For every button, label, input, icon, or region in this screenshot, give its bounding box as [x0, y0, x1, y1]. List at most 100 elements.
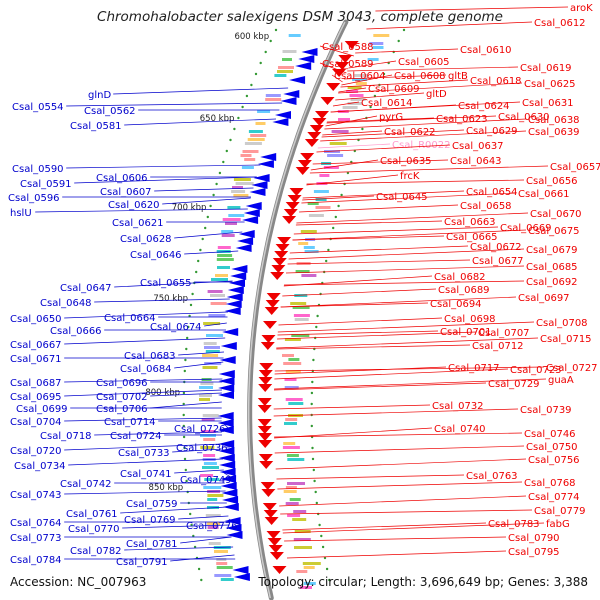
- feature-block: [214, 550, 228, 553]
- reverse-gene-arrow: [218, 377, 235, 385]
- feature-block: [265, 94, 281, 97]
- left-gene-label: Csal_0734: [14, 461, 66, 472]
- reverse-gene-arrow: [218, 447, 235, 455]
- reverse-gene-arrow: [221, 489, 238, 497]
- forward-gene-arrow: [309, 125, 324, 133]
- feature-block: [221, 230, 234, 233]
- right-label-leader: [275, 458, 527, 470]
- forward-gene-arrow: [263, 321, 277, 329]
- right-label-leader: [324, 118, 527, 130]
- feature-block: [284, 422, 297, 425]
- left-gene-label: Csal_0664: [104, 313, 156, 324]
- left-gene-label: Csal_0718: [40, 431, 92, 442]
- left-label-leader: [154, 187, 254, 192]
- right-gene-label: Csal_0694: [430, 299, 482, 310]
- feature-block: [278, 66, 294, 69]
- backbone-highlight: [247, 21, 346, 599]
- right-gene-label: Csal_0669: [500, 223, 552, 234]
- tick-dot: [218, 171, 222, 175]
- right-label-leader: [286, 550, 507, 559]
- right-gene-label: Csal_0654: [466, 187, 518, 198]
- right-label-leader: [295, 220, 443, 226]
- right-gene-label: Csal_0638: [528, 115, 580, 126]
- right-gene-label: gltD: [426, 89, 447, 100]
- right-gene-label: Csal_0608: [394, 71, 446, 82]
- feature-block: [304, 250, 319, 253]
- kbp-label: 800 kbp: [145, 388, 180, 398]
- left-gene-label: Csal_0696: [96, 378, 148, 389]
- feature-block: [349, 94, 364, 97]
- reverse-gene-arrow: [283, 90, 300, 98]
- feature-block: [284, 378, 297, 381]
- tick-dot: [245, 94, 249, 98]
- left-gene-label: Csal_0683: [124, 351, 176, 362]
- tick-dot: [323, 556, 327, 560]
- feature-block: [293, 510, 307, 513]
- feature-block: [205, 350, 220, 353]
- forward-gene-arrow: [267, 538, 282, 546]
- right-gene-label: Csal_0675: [528, 226, 580, 237]
- left-label-leader: [228, 518, 241, 526]
- left-label-leader: [64, 311, 229, 319]
- reverse-gene-arrow: [280, 97, 297, 105]
- tick-dot: [187, 325, 190, 329]
- forward-gene-arrow: [270, 272, 285, 280]
- left-gene-label: Csal_0666: [50, 326, 102, 337]
- right-label-leader: [287, 259, 471, 265]
- right-label-leader: [332, 101, 360, 107]
- reverse-gene-arrow: [295, 62, 312, 70]
- reverse-gene-arrow: [218, 454, 235, 462]
- feature-block: [200, 446, 215, 449]
- forward-gene-arrow: [269, 552, 284, 560]
- right-gene-label: Csal_0612: [534, 18, 586, 29]
- right-gene-label: Csal_0707: [478, 328, 530, 339]
- genome-backbone: [247, 19, 349, 600]
- reverse-gene-arrow: [231, 265, 248, 273]
- right-label-leader: [277, 330, 439, 336]
- left-gene-label: Csal_0667: [10, 340, 62, 351]
- reverse-gene-arrow: [225, 300, 242, 308]
- feature-block: [294, 546, 312, 549]
- right-label-leader: [273, 382, 487, 391]
- right-label-leader: [277, 481, 523, 490]
- right-label-leader: [335, 92, 425, 101]
- tick-marks: 600 kbp 650 kbp 700 kbp 750 kbp 800 kbp 850 k…: [145, 28, 406, 582]
- left-label-leader: [178, 515, 229, 520]
- left-gene-label: Csal_0724: [110, 431, 162, 442]
- right-label-leader: [306, 179, 525, 185]
- right-gene-label: Csal_0589: [322, 59, 374, 70]
- reverse-gene-arrow: [238, 230, 255, 238]
- right-label-leader: [330, 104, 457, 113]
- forward-gene-arrow: [295, 167, 310, 175]
- left-label-leader: [184, 250, 239, 255]
- tick-dot: [188, 314, 191, 318]
- reverse-strand-genes: [217, 48, 318, 581]
- left-gene-label: Csal_0704: [10, 417, 62, 428]
- left-gene-label: Csal_0596: [8, 193, 60, 204]
- left-gene-label: Csal_0684: [120, 364, 172, 375]
- tick-dot: [237, 116, 240, 120]
- right-gene-label: Csal_0625: [524, 79, 576, 90]
- tick-dot: [186, 336, 189, 340]
- reverse-gene-arrow: [220, 342, 237, 350]
- right-gene-label: Csal_0670: [530, 209, 582, 220]
- feature-block: [300, 230, 317, 233]
- feature-block: [208, 542, 221, 545]
- left-gene-label: Csal_0706: [96, 404, 148, 415]
- right-label-leader: [274, 366, 545, 372]
- reverse-gene-arrow: [220, 482, 237, 490]
- forward-gene-arrow: [283, 209, 298, 217]
- left-gene-label: glnD: [88, 90, 111, 101]
- tick-dot: [310, 424, 313, 428]
- tick-dot: [312, 468, 315, 472]
- right-label-leader: [282, 522, 545, 534]
- feature-block: [290, 302, 307, 305]
- reverse-gene-arrow: [226, 293, 243, 301]
- left-label-leader: [94, 431, 222, 436]
- feature-block: [205, 514, 221, 517]
- left-label-leader: [64, 337, 226, 345]
- left-gene-label: Csal_0554: [12, 102, 64, 113]
- feature-block: [293, 314, 310, 317]
- forward-gene-arrow: [259, 461, 274, 469]
- right-label-leader: [316, 144, 451, 153]
